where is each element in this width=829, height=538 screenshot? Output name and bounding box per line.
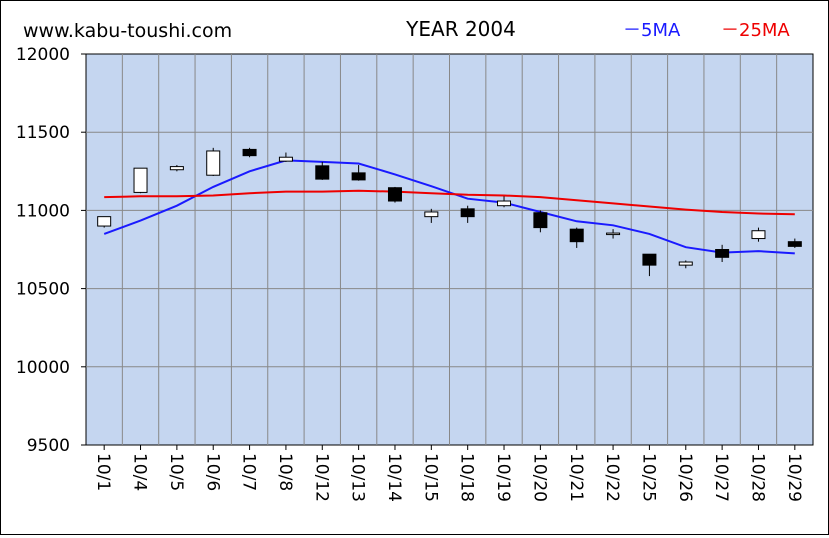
candle-body	[606, 232, 621, 236]
y-tick-label: 12000	[16, 45, 70, 65]
candle-body	[751, 230, 766, 240]
candle-body	[206, 150, 221, 176]
x-tick-label: 10/21	[566, 453, 586, 502]
site-url: www.kabu-toushi.com	[23, 20, 232, 42]
x-tick-label: 10/25	[638, 453, 658, 502]
x-tick-label: 10/7	[239, 453, 259, 491]
x-tick-label: 10/6	[202, 453, 222, 491]
x-tick-label: 10/8	[275, 453, 295, 491]
y-tick-label: 9500	[27, 436, 70, 456]
candle-body	[242, 148, 257, 157]
candle-body	[424, 211, 439, 218]
x-tick-label: 10/4	[130, 453, 150, 491]
candles	[97, 147, 802, 277]
y-tick-label: 11500	[16, 123, 70, 143]
candle-body	[787, 241, 802, 247]
moving-average-lines	[103, 159, 795, 255]
candle-body	[678, 261, 693, 266]
candle-body	[278, 156, 293, 162]
y-tick-label: 10500	[16, 280, 70, 300]
candle-body	[387, 187, 402, 202]
x-tick-label: 10/26	[675, 453, 695, 502]
grid-lines	[86, 54, 813, 445]
legend-5ma: －5MA	[623, 20, 681, 41]
x-axis-ticks: 10/1 10/4 10/5 10/6 10/7 10/8 10/12 10/13 10/14 1…	[93, 445, 804, 502]
candle-body	[497, 200, 512, 207]
x-tick-label: 10/12	[311, 453, 331, 502]
x-tick-label: 10/1	[93, 453, 113, 491]
candle-body	[351, 172, 366, 181]
chart-title: YEAR 2004	[405, 17, 516, 41]
x-tick-label: 10/20	[529, 453, 549, 502]
candle-body	[315, 165, 330, 180]
candle-body	[97, 216, 112, 227]
x-tick-label: 10/22	[602, 453, 622, 502]
y-axis-ticks: 12000 11500 11000 10500 10000 9500	[16, 45, 86, 456]
candle-body	[133, 167, 148, 193]
candle-body	[715, 249, 730, 258]
x-tick-label: 10/15	[420, 453, 440, 502]
y-tick-label: 11000	[16, 201, 70, 221]
x-tick-label: 10/18	[457, 453, 477, 502]
x-tick-label: 10/14	[384, 453, 404, 502]
x-tick-label: 10/28	[748, 453, 768, 502]
candle-body	[169, 166, 184, 171]
candle-body	[533, 212, 548, 229]
legend-25ma: －25MA	[721, 20, 790, 41]
line-ma25	[104, 189, 795, 216]
candle-body	[569, 228, 584, 243]
x-tick-label: 10/13	[348, 453, 368, 502]
candle-body	[460, 208, 475, 218]
x-tick-label: 10/27	[711, 453, 731, 502]
x-tick-label: 10/29	[784, 453, 804, 502]
x-tick-label: 10/5	[166, 453, 186, 491]
candle-body	[642, 253, 657, 266]
x-tick-label: 10/19	[493, 453, 513, 502]
line-ma5	[103, 159, 795, 255]
y-tick-label: 10000	[16, 358, 70, 378]
